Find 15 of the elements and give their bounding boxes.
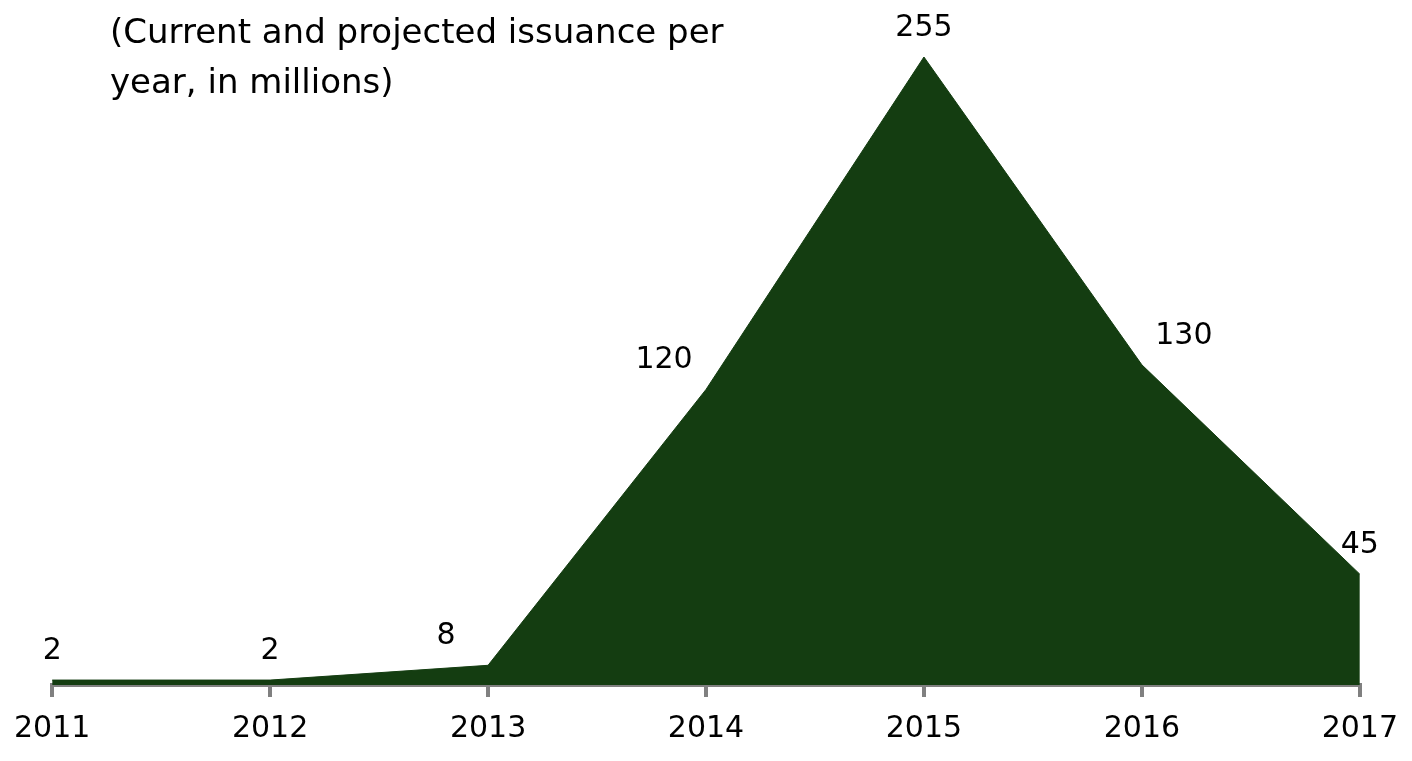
x-tick-label: 2011: [13, 708, 91, 744]
x-tick-label: 2015: [885, 708, 963, 744]
data-label: 130: [1155, 315, 1213, 351]
data-label: 2: [260, 630, 280, 666]
data-label: 8: [436, 616, 456, 652]
data-label: 255: [895, 7, 953, 43]
x-tick-label: 2013: [449, 708, 527, 744]
x-tick-label: 2017: [1321, 708, 1399, 744]
data-label: 2: [42, 630, 62, 666]
chart-title: (Current and projected issuance per year, in millions): [110, 10, 725, 103]
x-tick-label: 2014: [667, 708, 745, 744]
data-label: 45: [1340, 524, 1379, 560]
data-label: 120: [635, 340, 693, 376]
x-tick-label: 2016: [1103, 708, 1181, 744]
x-tick-label: 2012: [231, 708, 309, 744]
